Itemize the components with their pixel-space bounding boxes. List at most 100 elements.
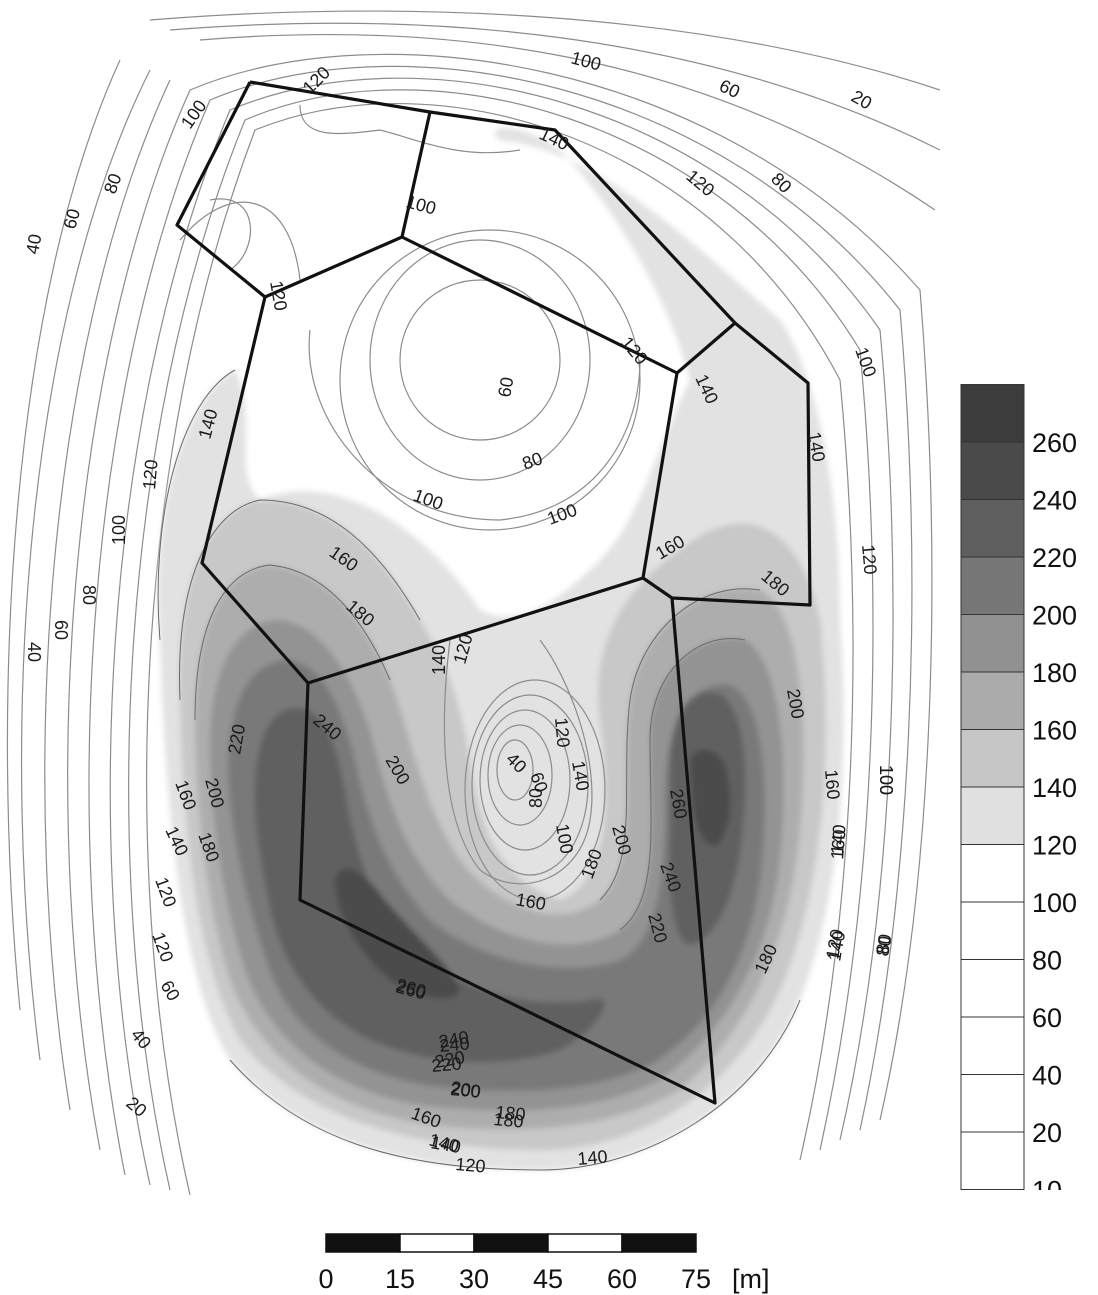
- contour-label: 240: [439, 1033, 471, 1056]
- shaded-bands: [158, 128, 844, 1170]
- legend-label: 20: [1032, 1118, 1062, 1148]
- contour-label: 200: [450, 1079, 482, 1102]
- legend-label: 120: [1032, 831, 1077, 861]
- contour-label: 100: [876, 765, 896, 795]
- scale-segment: [325, 1233, 401, 1253]
- polygon-sw: [298, 597, 717, 1105]
- scale-tick-label: 15: [385, 1264, 415, 1294]
- scale-segment: [547, 1233, 623, 1253]
- contour-label: 140: [429, 645, 449, 675]
- contour-label: 20: [848, 86, 875, 113]
- contour-label: 100: [404, 192, 438, 219]
- contour-label: 120: [266, 279, 291, 312]
- legend-swatch-top: [960, 384, 1025, 443]
- scale-unit: [m]: [732, 1264, 770, 1294]
- contour-label: 160: [827, 829, 850, 861]
- contour-label: 60: [51, 620, 71, 640]
- band-border-contours: [157, 369, 801, 1171]
- contour-label: 120: [858, 544, 881, 576]
- contour-label: 60: [60, 207, 85, 232]
- scale-tick-label: 60: [607, 1264, 637, 1294]
- contour-label: 60: [494, 375, 517, 398]
- contour-label: 60: [157, 977, 184, 1004]
- legend-swatch: [960, 499, 1025, 558]
- contour-label: 80: [79, 585, 99, 605]
- contour-label: 100: [851, 345, 880, 380]
- contour-label: 80: [100, 171, 126, 197]
- legend-swatch: [960, 1074, 1025, 1133]
- legend-label: 220: [1032, 543, 1077, 573]
- contour-label: 140: [824, 930, 849, 963]
- legend: 260 240 220 200 180 160 140 120 100 80 60 40 20 10: [960, 384, 1077, 1190]
- legend-label: 100: [1032, 888, 1077, 918]
- contour-label: 80: [526, 788, 546, 808]
- contour-label: 220: [431, 1053, 463, 1076]
- legend-label: 200: [1032, 601, 1077, 631]
- scale-segment: [473, 1233, 549, 1253]
- legend-label: 80: [1032, 946, 1062, 976]
- contour-label: 160: [821, 769, 844, 801]
- legend-swatch: [960, 786, 1025, 845]
- legend-label: 140: [1032, 773, 1077, 803]
- scale-tick-label: 30: [459, 1264, 489, 1294]
- legend-label: 180: [1032, 658, 1077, 688]
- legend-swatch: [960, 729, 1025, 788]
- contour-label: 40: [22, 232, 45, 255]
- legend-swatch: [960, 556, 1025, 615]
- scale-segment: [399, 1233, 475, 1253]
- polygon-ne: [641, 321, 812, 607]
- contour-label: 60: [716, 75, 743, 102]
- contour-label: 140: [536, 123, 572, 154]
- legend-swatches: [960, 441, 1025, 1190]
- contour-label: 80: [872, 934, 895, 957]
- band-260: [335, 749, 731, 999]
- outer-contours: [6, 10, 940, 1196]
- legend-labels: 260 240 220 200 180 160 140 120 100 80 60 40 20 10: [1032, 428, 1077, 1190]
- polygon-center: [200, 296, 644, 685]
- contour-label: 80: [767, 169, 795, 197]
- contour-label: 100: [411, 485, 446, 514]
- legend-swatch: [960, 844, 1025, 903]
- scale-tick-label: 0: [318, 1264, 333, 1294]
- contour-label: 100: [109, 515, 129, 545]
- contour-label: 40: [127, 1025, 155, 1053]
- contour-label: 120: [455, 1154, 487, 1177]
- contour-label: 180: [495, 1102, 527, 1125]
- inner-contours: [179, 104, 641, 901]
- legend-label: 160: [1032, 716, 1077, 746]
- legend-label: 240: [1032, 486, 1077, 516]
- legend-label: 260: [1032, 428, 1077, 458]
- contour-label: 120: [148, 930, 177, 965]
- legend-swatch: [960, 1016, 1025, 1075]
- legend-label: 10: [1032, 1176, 1062, 1191]
- polygon-boundaries: [175, 80, 812, 1105]
- contour-label: 120: [551, 717, 574, 749]
- scale-bar: 0 15 30 45 60 75 [m]: [318, 1233, 770, 1294]
- legend-swatch: [960, 441, 1025, 500]
- legend-label: 60: [1032, 1003, 1062, 1033]
- contour-label: 40: [24, 642, 44, 662]
- contour-label: 120: [139, 459, 162, 491]
- contour-label: 140: [827, 824, 850, 856]
- band-240: [254, 691, 746, 1063]
- polygon-nw: [175, 80, 432, 299]
- contour-label: 100: [876, 765, 896, 795]
- legend-swatch: [960, 959, 1025, 1018]
- scale-segments: [325, 1233, 697, 1253]
- legend-swatch: [960, 671, 1025, 730]
- legend-swatch: [960, 901, 1025, 960]
- scale-labels: 0 15 30 45 60 75: [318, 1264, 711, 1294]
- contour-label: 20: [122, 1093, 150, 1121]
- contour-label: 100: [569, 48, 603, 75]
- contour-label: 120: [151, 875, 180, 910]
- contour-label: 180: [493, 1109, 525, 1132]
- contour-label: 140: [577, 1146, 609, 1169]
- contour-label: 120: [617, 333, 652, 369]
- legend-swatch: [960, 1131, 1025, 1190]
- contour-label: 80: [872, 932, 895, 955]
- scale-tick-label: 45: [533, 1264, 563, 1294]
- legend-label: 40: [1032, 1061, 1062, 1091]
- contour-label: 100: [545, 500, 580, 529]
- scale-segment: [621, 1233, 697, 1253]
- scale-tick-label: 75: [681, 1264, 711, 1294]
